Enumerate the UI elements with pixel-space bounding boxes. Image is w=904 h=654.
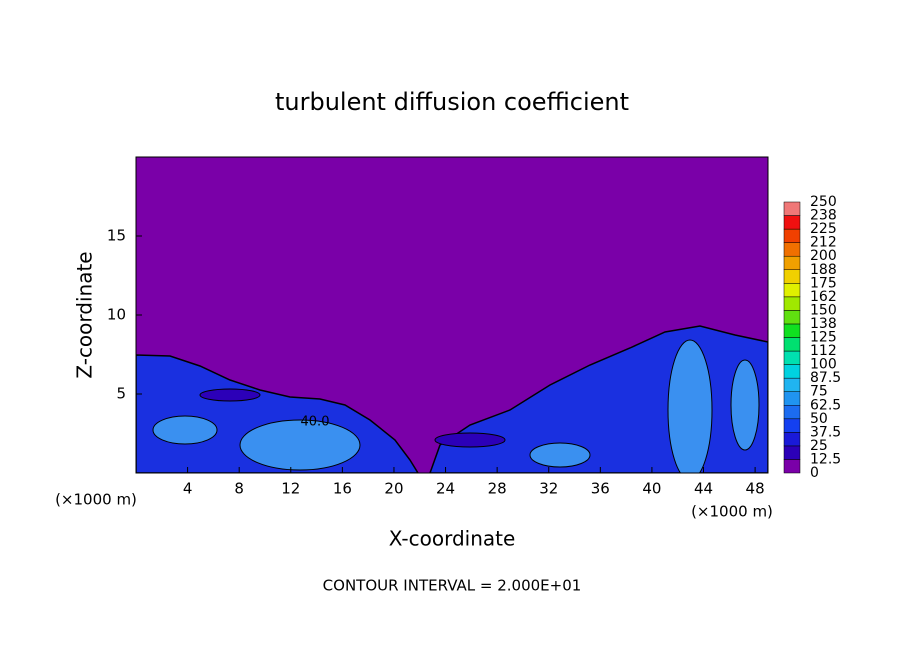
colorbar-label: 25 <box>810 438 828 454</box>
field-blob <box>152 415 218 445</box>
x-tick-label: 16 <box>333 480 352 498</box>
y-tick-label: 15 <box>107 227 126 245</box>
colorbar-label: 87.5 <box>810 370 841 386</box>
x-tick-label: 8 <box>234 480 244 498</box>
colorbar-band <box>783 310 801 325</box>
colorbar-band <box>783 391 801 406</box>
x-unit-right: (×1000 m) <box>691 503 773 521</box>
colorbar-label: 0 <box>810 465 819 481</box>
y-axis-label: Z-coordinate <box>73 251 97 378</box>
colorbar-label: 188 <box>810 262 837 278</box>
x-tick-label: 4 <box>183 480 193 498</box>
colorbar-band <box>783 350 801 365</box>
x-tick-label: 24 <box>436 480 455 498</box>
colorbar-band <box>783 377 801 392</box>
colorbar-band <box>783 228 801 243</box>
x-axis-label: X-coordinate <box>389 527 516 551</box>
colorbar-label: 238 <box>810 208 837 224</box>
chart-title: turbulent diffusion coefficient <box>275 88 629 116</box>
field-blob <box>667 339 713 473</box>
colorbar-band <box>783 296 801 311</box>
field-blob <box>434 432 506 448</box>
colorbar-label: 112 <box>810 343 837 359</box>
colorbar-label: 37.5 <box>810 424 841 440</box>
contour-label: 40.0 <box>301 415 330 430</box>
colorbar-band <box>783 364 801 379</box>
colorbar-label: 75 <box>810 384 828 400</box>
colorbar-label: 200 <box>810 248 837 264</box>
colorbar-band <box>783 269 801 284</box>
footer-note: CONTOUR INTERVAL = 2.000E+01 <box>323 577 582 595</box>
y-tick-label: 10 <box>107 306 126 324</box>
field-blob <box>239 419 361 471</box>
colorbar-band <box>783 432 801 447</box>
colorbar-band <box>783 459 801 474</box>
colorbar-band <box>783 405 801 420</box>
colorbar-band <box>783 215 801 230</box>
colorbar-band <box>783 255 801 271</box>
colorbar-label: 100 <box>810 357 837 373</box>
colorbar-label: 138 <box>810 316 837 332</box>
colorbar-band <box>783 201 801 216</box>
x-tick-label: 32 <box>539 480 558 498</box>
x-tick-label: 12 <box>281 480 300 498</box>
colorbar-label: 125 <box>810 330 837 346</box>
colorbar-label: 62.5 <box>810 397 841 413</box>
x-tick-label: 28 <box>488 480 507 498</box>
x-unit-left: (×1000 m) <box>55 491 137 509</box>
contour-field <box>136 157 768 473</box>
colorbar-band <box>783 323 801 338</box>
colorbar-band <box>783 418 801 433</box>
colorbar-band <box>783 283 801 298</box>
colorbar-label: 225 <box>810 221 837 237</box>
x-tick-label: 48 <box>746 480 765 498</box>
field-blob <box>199 388 261 402</box>
x-tick-label: 44 <box>694 480 713 498</box>
colorbar-label: 12.5 <box>810 451 841 467</box>
colorbar-band <box>783 337 801 352</box>
x-tick-label: 40 <box>642 480 661 498</box>
colorbar-label: 250 <box>810 194 837 210</box>
colorbar-label: 162 <box>810 289 837 305</box>
y-tick-label: 5 <box>116 385 126 403</box>
colorbar-label: 212 <box>810 235 837 251</box>
x-tick-label: 20 <box>384 480 403 498</box>
colorbar-label: 50 <box>810 411 828 427</box>
colorbar-band <box>783 242 801 257</box>
field-blob <box>529 442 591 468</box>
colorbar-label: 175 <box>810 275 837 291</box>
colorbar-band <box>783 445 801 460</box>
colorbar-label: 150 <box>810 302 837 318</box>
field-blob <box>730 359 760 451</box>
x-tick-label: 36 <box>591 480 610 498</box>
